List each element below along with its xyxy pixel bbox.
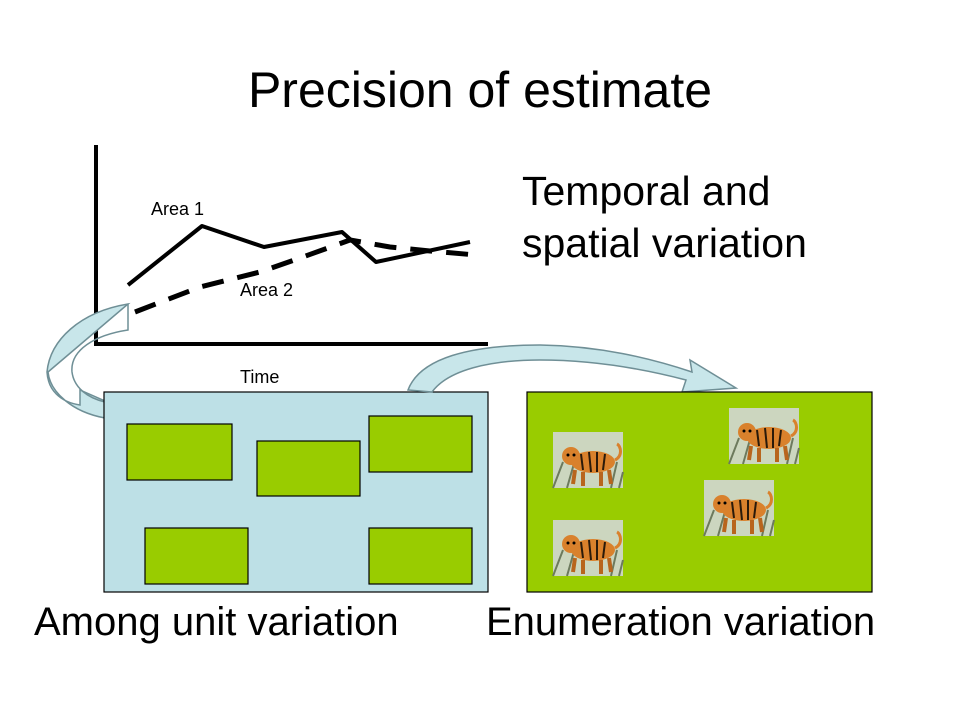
slide-title: Precision of estimate — [247, 62, 713, 118]
enumeration-caption: Enumeration variation — [486, 600, 876, 644]
sample-unit-2 — [256, 440, 361, 497]
sample-unit-3 — [368, 415, 473, 473]
area-2-line — [134, 237, 477, 315]
temporal-line: Temporal and — [522, 168, 771, 214]
tiger-icon — [703, 480, 775, 537]
curved-arrow-left-icon — [46, 302, 132, 434]
tiger-icon — [728, 408, 800, 465]
time-axis-label: Time — [240, 367, 280, 387]
tiger-icon — [552, 432, 624, 489]
area-1-line — [126, 224, 471, 287]
tiger-icon — [552, 520, 624, 577]
curved-arrow-top-icon — [406, 344, 739, 393]
sample-unit-5 — [368, 527, 473, 585]
area-2-label: Area 2 — [240, 280, 294, 300]
among-unit-caption: Among unit variation — [34, 600, 399, 644]
area-1-label: Area 1 — [151, 199, 205, 219]
sample-unit-1 — [126, 423, 233, 481]
spatial-line: spatial variation — [522, 220, 807, 266]
graph-axes — [94, 145, 488, 346]
sample-unit-4 — [144, 527, 249, 585]
temporal-spatial-label: Temporal and spatial variation — [522, 165, 807, 269]
